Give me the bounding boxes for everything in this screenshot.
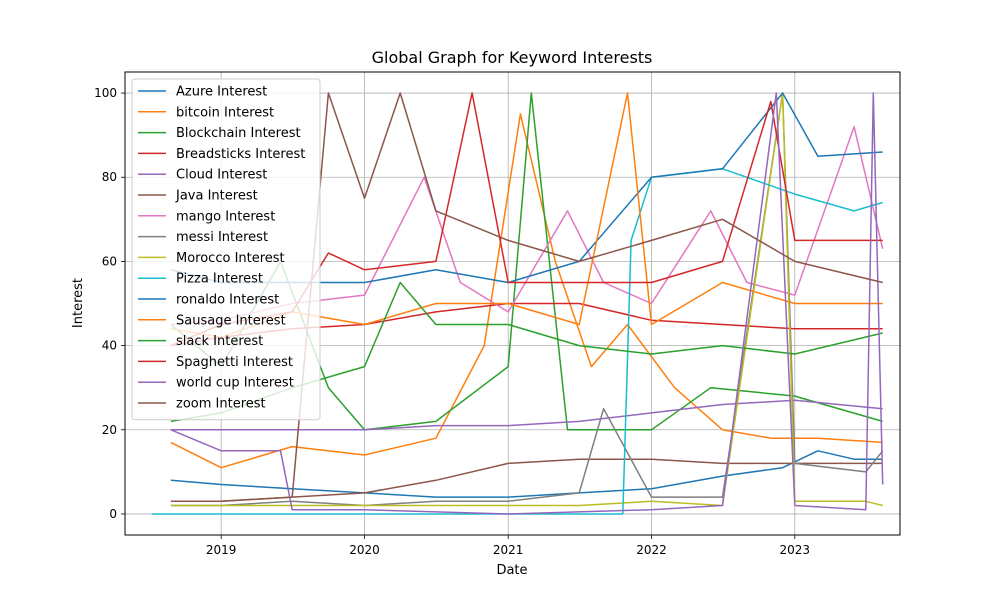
- chart-title: Global Graph for Keyword Interests: [372, 48, 653, 67]
- series-line: [170, 113, 883, 469]
- legend-label: slack Interest: [176, 334, 263, 349]
- x-tick-label: 2020: [349, 543, 380, 557]
- series-line: [170, 92, 884, 507]
- legend-label: Breadsticks Interest: [176, 147, 305, 162]
- legend-label: messi Interest: [176, 230, 268, 245]
- y-tick-label: 40: [102, 339, 117, 353]
- y-tick-label: 100: [94, 86, 117, 100]
- legend-label: zoom Interest: [176, 397, 266, 412]
- series-line: [170, 92, 883, 503]
- legend-label: bitcoin Interest: [176, 105, 274, 120]
- legend-label: Morocco Interest: [176, 251, 285, 266]
- series-line: [170, 92, 884, 515]
- legend-label: world cup Interest: [176, 376, 294, 391]
- legend-box: [131, 78, 321, 421]
- y-tick-label: 20: [102, 423, 117, 437]
- legend-label: ronaldo Interest: [176, 293, 279, 308]
- plot-frame: [124, 71, 901, 536]
- series-line: [151, 168, 883, 515]
- y-axis-label: Interest: [71, 278, 86, 328]
- series-line: [170, 399, 883, 431]
- legend-label: Azure Interest: [176, 85, 267, 100]
- axis-ticks: 0 20 40 60 80 100 2019 2020 2021 2022 2023: [94, 86, 810, 557]
- x-tick-label: 2019: [206, 543, 237, 557]
- legend-label: Cloud Interest: [176, 168, 267, 183]
- y-tick-label: 0: [109, 507, 117, 521]
- legend-label: mango Interest: [176, 209, 275, 224]
- x-tick-label: 2022: [636, 543, 667, 557]
- legend-label: Spaghetti Interest: [176, 355, 293, 370]
- legend-label: Pizza Interest: [176, 272, 263, 287]
- x-tick-label: 2021: [493, 543, 524, 557]
- y-tick-label: 60: [102, 254, 117, 268]
- legend-label: Java Interest: [175, 189, 258, 204]
- y-tick-label: 80: [102, 170, 117, 184]
- x-axis-label: Date: [496, 563, 527, 578]
- legend: Azure Interest bitcoin Interest Blockchain…: [131, 78, 321, 421]
- legend-label: Sausage Interest: [176, 313, 286, 328]
- legend-label: Blockchain Interest: [176, 126, 301, 141]
- x-tick-label: 2023: [780, 543, 811, 557]
